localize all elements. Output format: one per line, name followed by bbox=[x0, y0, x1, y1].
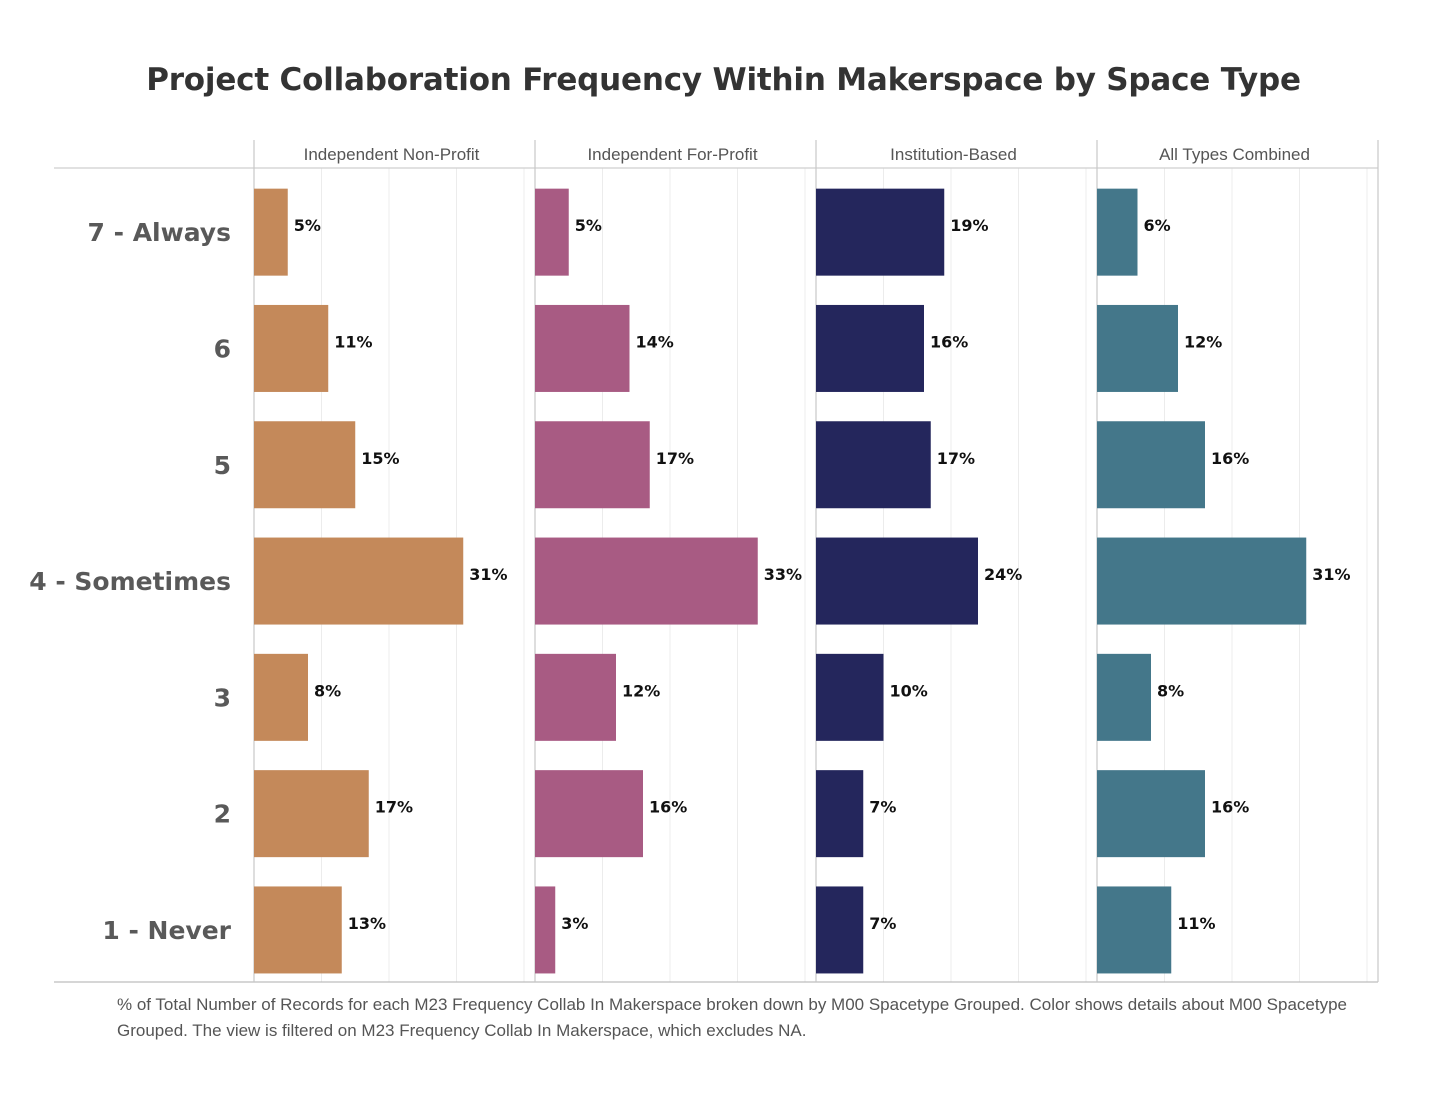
bar bbox=[1097, 886, 1172, 974]
bar bbox=[816, 421, 931, 509]
bar bbox=[535, 304, 630, 392]
data-label: 5% bbox=[575, 216, 602, 235]
category-label: 2 bbox=[214, 800, 231, 829]
bar bbox=[816, 537, 978, 625]
bar bbox=[1097, 421, 1205, 509]
data-label: 8% bbox=[314, 681, 341, 700]
bar bbox=[1097, 653, 1151, 741]
data-label: 3% bbox=[561, 914, 588, 933]
data-label: 8% bbox=[1157, 681, 1184, 700]
data-label: 16% bbox=[1211, 449, 1249, 468]
data-label: 11% bbox=[334, 332, 372, 351]
bar bbox=[535, 886, 556, 974]
data-label: 7% bbox=[869, 798, 896, 817]
bar bbox=[1097, 770, 1205, 858]
bars bbox=[254, 188, 1307, 974]
category-label: 5 bbox=[214, 451, 231, 480]
panel-header: Independent For-Profit bbox=[587, 145, 757, 164]
panel-header: Institution-Based bbox=[890, 145, 1017, 164]
bar bbox=[816, 770, 864, 858]
bar bbox=[535, 421, 650, 509]
bar bbox=[254, 304, 329, 392]
category-label: 7 - Always bbox=[88, 218, 231, 247]
bar bbox=[254, 421, 356, 509]
chart-title: Project Collaboration Frequency Within M… bbox=[146, 62, 1301, 98]
footnote: % of Total Number of Records for each M2… bbox=[117, 995, 1348, 1040]
data-label: 7% bbox=[869, 914, 896, 933]
data-label: 12% bbox=[622, 681, 660, 700]
data-label: 17% bbox=[656, 449, 694, 468]
category-label: 1 - Never bbox=[102, 916, 231, 945]
data-label: 5% bbox=[294, 216, 321, 235]
bar bbox=[535, 653, 616, 741]
bar bbox=[816, 188, 945, 276]
data-label: 17% bbox=[375, 798, 413, 817]
data-label: 24% bbox=[984, 565, 1022, 584]
bar bbox=[535, 537, 758, 625]
bar bbox=[535, 188, 569, 276]
bar bbox=[254, 537, 464, 625]
category-label: 4 - Sometimes bbox=[29, 567, 231, 596]
data-label: 19% bbox=[950, 216, 988, 235]
bar bbox=[254, 653, 308, 741]
bar bbox=[535, 770, 643, 858]
panel-headers: Independent Non-Profit Independent For-Pr… bbox=[304, 145, 1310, 164]
data-label: 17% bbox=[937, 449, 975, 468]
data-label: 11% bbox=[1177, 914, 1215, 933]
data-label: 31% bbox=[1312, 565, 1350, 584]
data-label: 16% bbox=[649, 798, 687, 817]
data-label: 16% bbox=[930, 332, 968, 351]
data-label: 6% bbox=[1144, 216, 1171, 235]
data-label: 13% bbox=[348, 914, 386, 933]
bar bbox=[254, 886, 342, 974]
value-labels: 5% 11% 15% 31% 8% 17% 13% 5% 14% 17% 33% 12% 16% 3% 19… bbox=[294, 216, 1351, 933]
category-label: 6 bbox=[214, 334, 231, 363]
bar bbox=[1097, 304, 1178, 392]
data-label: 15% bbox=[361, 449, 399, 468]
bar bbox=[254, 188, 288, 276]
data-label: 33% bbox=[764, 565, 802, 584]
data-label: 14% bbox=[636, 332, 674, 351]
bar-chart: Independent Non-Profit Independent For-Pr… bbox=[29, 140, 1379, 983]
panel-header: Independent Non-Profit bbox=[304, 145, 480, 164]
bar bbox=[1097, 188, 1138, 276]
bar bbox=[816, 653, 884, 741]
category-labels: 7 - Always 6 5 4 - Sometimes 3 2 1 - Never bbox=[29, 218, 231, 945]
bar bbox=[1097, 537, 1307, 625]
bar bbox=[816, 886, 864, 974]
category-label: 3 bbox=[214, 683, 231, 712]
bar bbox=[816, 304, 924, 392]
data-label: 31% bbox=[469, 565, 507, 584]
panel-header: All Types Combined bbox=[1159, 145, 1310, 164]
data-label: 12% bbox=[1184, 332, 1222, 351]
bar bbox=[254, 770, 369, 858]
data-label: 10% bbox=[890, 681, 928, 700]
data-label: 16% bbox=[1211, 798, 1249, 817]
